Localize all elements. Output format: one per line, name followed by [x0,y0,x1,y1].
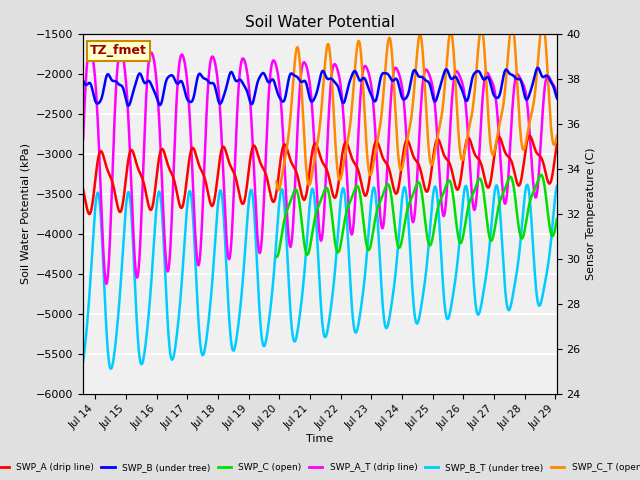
Legend: SWP_A (drip line), SWP_B (under tree), SWP_C (open), SWP_A_T (drip line), SWP_B_: SWP_A (drip line), SWP_B (under tree), S… [0,459,640,476]
Y-axis label: Soil Water Potential (kPa): Soil Water Potential (kPa) [20,143,31,284]
Y-axis label: Sensor Temperature (C): Sensor Temperature (C) [586,147,596,280]
Text: TZ_fmet: TZ_fmet [90,44,147,58]
Title: Soil Water Potential: Soil Water Potential [245,15,395,30]
X-axis label: Time: Time [307,434,333,444]
